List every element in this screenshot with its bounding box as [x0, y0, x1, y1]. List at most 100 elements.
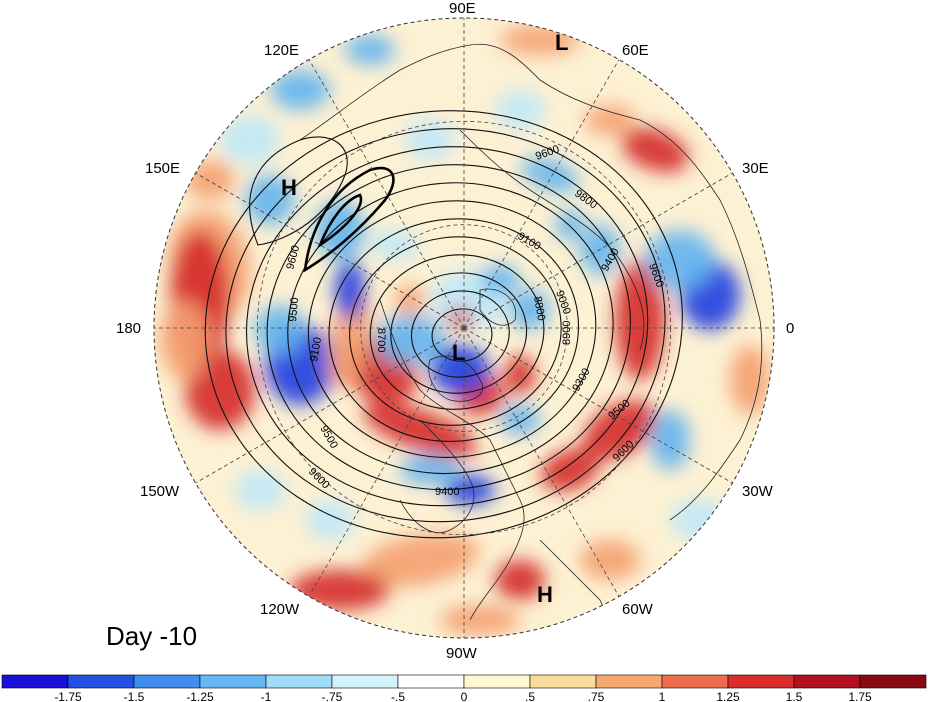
- anomaly-patch: [375, 315, 445, 365]
- anomaly-patch: [290, 570, 390, 610]
- height-contour: [349, 236, 562, 426]
- colorbar-tick-label: 1: [659, 690, 666, 702]
- colorbar-tick-label: -1.5: [124, 690, 145, 702]
- lon-label-30e: 30E: [742, 160, 769, 177]
- colorbar-swatch: [793, 674, 861, 689]
- colorbar-swatch: [463, 674, 531, 689]
- anomaly-patch: [650, 410, 690, 470]
- colorbar-swatch: [727, 674, 795, 689]
- colorbar-swatch: [199, 674, 267, 689]
- lon-label-60e: 60E: [622, 42, 649, 59]
- lon-label-30w: 30W: [742, 483, 774, 500]
- height-contour: [225, 128, 666, 523]
- anomaly-patch: [448, 308, 472, 328]
- low-center-label: L: [555, 30, 568, 55]
- anomaly-patch: [363, 402, 477, 458]
- colorbar-swatch: [661, 674, 729, 689]
- contour-label: 9500: [287, 297, 301, 322]
- lon-label-90w: 90W: [446, 645, 478, 662]
- anomaly-patch: [580, 540, 640, 580]
- anomaly-patch: [730, 345, 770, 415]
- height-contour: [266, 164, 631, 491]
- colorbar-swatch: [67, 674, 135, 689]
- anomaly-patch: [370, 230, 420, 260]
- colorbar-tick-label: -1.25: [186, 690, 214, 702]
- meridian-line: [195, 327, 465, 484]
- contour-label: 9400: [435, 486, 459, 498]
- anomaly-patch: [400, 455, 460, 485]
- colorbar-tick-label: 1.75: [848, 690, 872, 702]
- contour-label: 8700: [375, 328, 387, 352]
- colorbar-swatch: [397, 674, 465, 689]
- colorbar-tick-label: 1.5: [786, 690, 803, 702]
- high-center-label: H: [281, 175, 297, 200]
- height-contour: [431, 308, 493, 362]
- coastlines: [299, 43, 763, 638]
- lon-label-0: 0: [786, 320, 794, 337]
- latitude-circle: [256, 120, 672, 536]
- lon-label-120w: 120W: [260, 601, 300, 618]
- latitude-circle: [360, 224, 568, 432]
- anomaly-patch: [220, 115, 280, 165]
- low-center-label: L: [452, 340, 465, 365]
- colorbar-tick-label: 0: [461, 690, 468, 702]
- anomaly-patch: [670, 500, 730, 540]
- lon-label-90e: 90E: [449, 0, 476, 17]
- anomaly-patch: [440, 605, 520, 635]
- anomaly-patch: [185, 160, 235, 200]
- meridian-line: [195, 172, 465, 329]
- anomaly-patch: [510, 290, 550, 330]
- anomaly-patch: [235, 470, 285, 510]
- colorbar-tick-label: -1: [261, 690, 272, 702]
- lon-label-150w: 150W: [140, 483, 180, 500]
- panel-label: Day -10: [106, 621, 197, 651]
- colorbar: -1.75 -1.5 -1.25 -1 -.75 -.5 0 .5 .75 1 1.25 1.5 1.7…: [1, 674, 927, 702]
- colorbar-swatch: [529, 674, 597, 689]
- height-contour: [328, 218, 580, 442]
- lon-label-120e: 120E: [264, 42, 299, 59]
- meridian-line: [463, 327, 733, 484]
- anomaly-patch: [521, 157, 579, 193]
- height-contours: [204, 110, 683, 539]
- anomaly-patch: [495, 90, 545, 130]
- contour-label: 8900: [561, 321, 573, 345]
- anomaly-patch: [245, 175, 295, 225]
- anomaly-patch: [585, 105, 635, 135]
- anomaly-patch: [160, 300, 210, 380]
- anomaly-patch: [555, 210, 585, 240]
- colorbar-tick-label: -.5: [391, 690, 405, 702]
- bold-contour-anomaly: [303, 166, 395, 273]
- anomaly-patch: [305, 500, 355, 540]
- height-contour: [390, 272, 528, 394]
- height-contour: [245, 146, 649, 507]
- contour-9600-outer: [249, 136, 348, 246]
- height-contour: [204, 110, 683, 539]
- anomaly-patch: [583, 400, 657, 460]
- contour-label: 9100: [308, 336, 324, 362]
- contour-label: 8800: [531, 295, 547, 321]
- anomaly-patch: [495, 560, 545, 600]
- height-contour: [410, 290, 510, 378]
- anomaly-patch: [580, 225, 620, 275]
- colorbar-tick-label: .75: [588, 690, 605, 702]
- anomaly-patch: [335, 260, 365, 320]
- anomaly-patch: [270, 70, 330, 110]
- colorbar-swatch: [595, 674, 663, 689]
- meridian-line: [463, 327, 620, 597]
- meridian-line: [308, 59, 465, 329]
- anomaly-patch: [621, 127, 689, 173]
- anomaly-patch: [480, 265, 520, 295]
- lon-label-180: 180: [116, 320, 141, 337]
- anomaly-patch: [185, 350, 255, 430]
- colorbar-swatch: [265, 674, 333, 689]
- graticule: [154, 18, 774, 638]
- anomaly-patch: [360, 533, 480, 587]
- height-contour: [307, 200, 597, 459]
- meridian-line: [463, 172, 733, 329]
- anomaly-patch: [645, 230, 715, 290]
- anomaly-patch: [500, 405, 540, 435]
- colorbar-swatch: [1, 674, 69, 689]
- colorbar-swatch: [859, 674, 927, 689]
- colorbar-tick-label: .5: [525, 690, 535, 702]
- anomaly-patch: [505, 355, 535, 395]
